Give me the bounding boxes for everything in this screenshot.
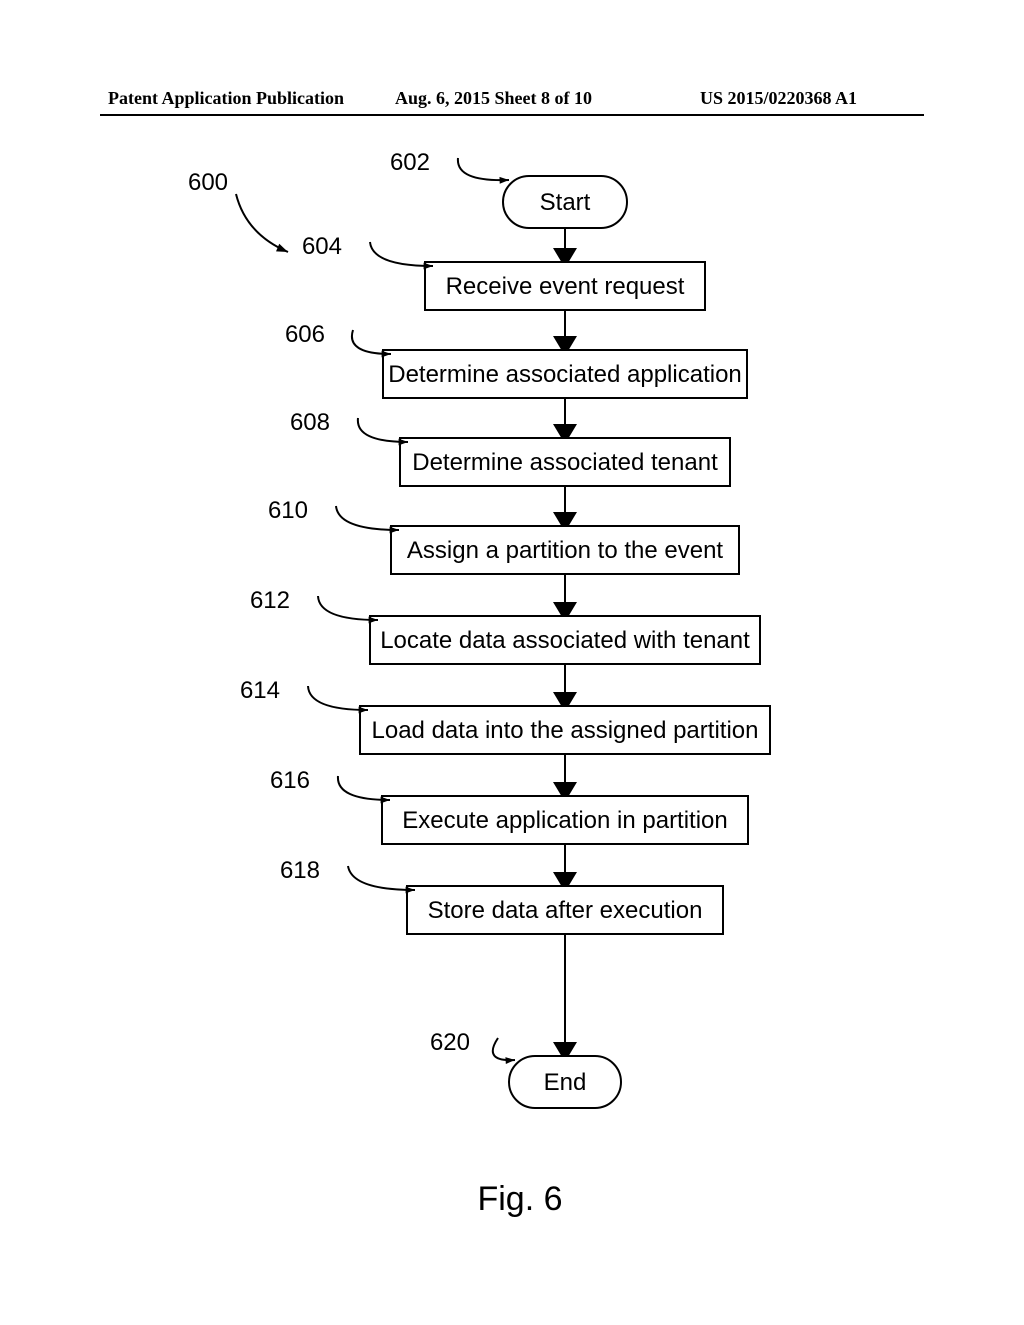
header-rule [100,114,924,116]
start-label: Start [540,189,591,216]
ref-616: 616 [270,767,310,794]
step-606-label: Determine associated application [388,361,742,388]
step-614-label: Load data into the assigned partition [372,717,759,744]
page: Patent Application Publication Aug. 6, 2… [0,0,1024,1320]
step-610-label: Assign a partition to the event [407,537,724,564]
step-618-label: Store data after execution [428,897,703,924]
step-604-label: Receive event request [446,273,685,300]
ref-606: 606 [285,321,325,348]
end-label: End [544,1069,587,1096]
header-pub-number: US 2015/0220368 A1 [700,88,857,109]
header-date-sheet: Aug. 6, 2015 Sheet 8 of 10 [395,88,592,109]
ref-620: 620 [430,1029,470,1056]
ref-610: 610 [268,497,308,524]
step-612-label: Locate data associated with tenant [380,627,750,654]
ref-612: 612 [250,587,290,614]
ref-614: 614 [240,677,280,704]
figure-caption: Fig. 6 [477,1180,562,1218]
ref-618: 618 [280,857,320,884]
step-616-label: Execute application in partition [402,807,728,834]
ref-600: 600 [188,169,228,196]
ref-608: 608 [290,409,330,436]
header-publication: Patent Application Publication [108,88,344,109]
flowchart-container: Start 602 600 Receive event request 604 Deter… [0,150,1024,1325]
ref-602: 602 [390,150,430,176]
ref-604: 604 [302,233,342,260]
flowchart-svg: Start 602 600 Receive event request 604 Deter… [0,150,1024,1320]
step-608-label: Determine associated tenant [412,449,718,476]
